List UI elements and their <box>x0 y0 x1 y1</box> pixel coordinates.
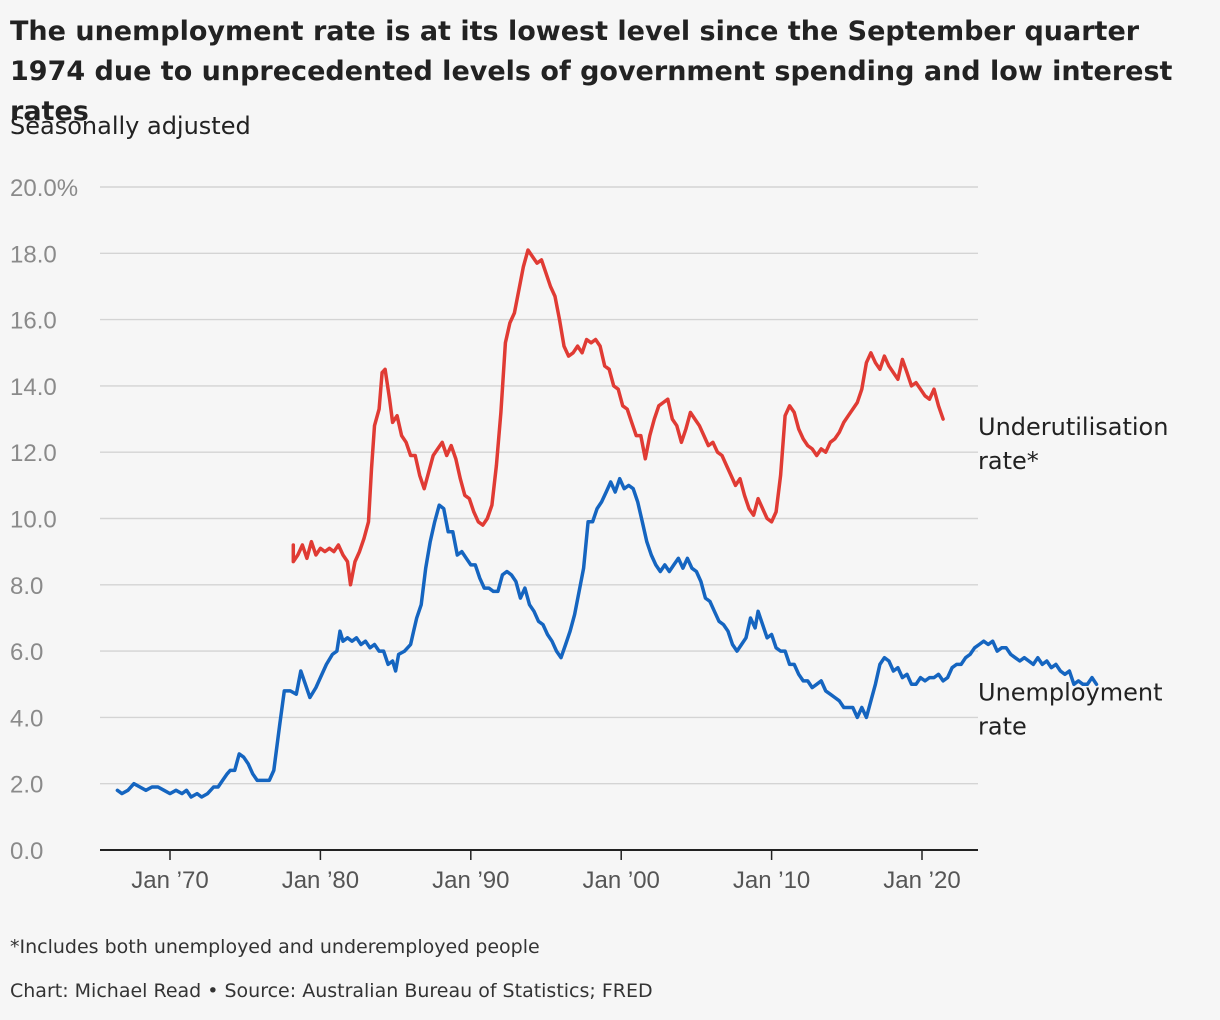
x-tick-label: Jan ’70 <box>131 867 208 894</box>
x-tick-label: Jan ’10 <box>733 867 810 894</box>
chart-subtitle: Seasonally adjusted <box>10 112 251 140</box>
y-tick-label: 20.0% <box>10 175 78 202</box>
y-tick-label: 4.0 <box>10 705 43 732</box>
series-labels: Unemployment rate Underutilisation rate* <box>978 413 1168 740</box>
y-tick-label: 14.0 <box>10 374 57 401</box>
y-tick-label: 18.0 <box>10 241 57 268</box>
y-tick-label: 10.0 <box>10 507 57 534</box>
y-tick-label: 6.0 <box>10 639 43 666</box>
x-tick-label: Jan ’80 <box>282 867 359 894</box>
unemployment-rate-line <box>115 476 1099 799</box>
unemployment-rate-label: Unemployment <box>978 678 1162 706</box>
chart-title: The unemployment rate is at its lowest l… <box>10 16 1173 127</box>
underutilisation-rate-label: rate* <box>978 447 1039 475</box>
y-tick-label: 8.0 <box>10 573 43 600</box>
source-credit: Chart: Michael Read • Source: Australian… <box>10 980 653 1002</box>
y-tick-label: 2.0 <box>10 772 43 799</box>
underutilisation-rate-label: Underutilisation <box>978 413 1168 441</box>
y-tick-label: 12.0 <box>10 440 57 467</box>
x-tick-label: Jan ’20 <box>883 867 960 894</box>
unemployment-rate-label: rate <box>978 712 1027 740</box>
y-tick-label: 0.0 <box>10 838 43 865</box>
y-axis-ticks: 0.0 2.0 4.0 6.0 8.0 10.0 12.0 14.0 16.0 18.0 20.0% <box>10 175 78 865</box>
underutilisation-rate-line <box>291 248 945 587</box>
y-tick-label: 16.0 <box>10 308 57 335</box>
gridlines <box>100 186 978 851</box>
footnote: *Includes both unemployed and underemplo… <box>10 936 540 958</box>
x-axis-ticks: Jan ’70 Jan ’80 Jan ’90 Jan ’00 Jan ’10 Jan ’… <box>131 850 961 894</box>
series-lines <box>115 248 1099 799</box>
x-tick-label: Jan ’90 <box>432 867 509 894</box>
x-tick-label: Jan ’00 <box>583 867 660 894</box>
